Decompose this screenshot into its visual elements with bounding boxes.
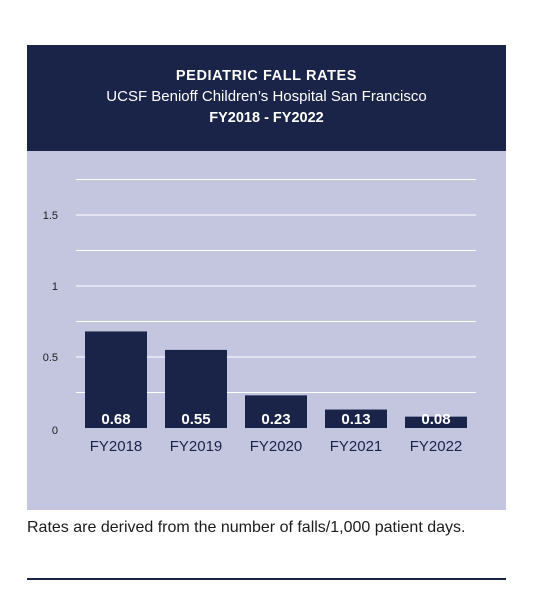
bar <box>245 395 307 428</box>
bar-value-label: 0.23 <box>261 411 290 428</box>
chart-title: PEDIATRIC FALL RATES <box>175 68 358 84</box>
x-tick-label: FY2020 <box>250 438 303 455</box>
bar-value-label: 0.68 <box>101 411 130 428</box>
chart-subtitle: UCSF Benioff Children’s Hospital San Fra… <box>106 88 427 105</box>
y-tick-label: 1.5 <box>43 210 58 222</box>
y-tick-label: 1 <box>52 281 58 293</box>
chart-header: PEDIATRIC FALL RATES UCSF Benioff Childr… <box>27 45 506 151</box>
bar <box>85 331 147 428</box>
y-tick-label: 0 <box>52 425 58 437</box>
bar <box>405 416 467 428</box>
bar-value-label: 0.08 <box>421 411 450 428</box>
footer-divider <box>27 578 506 580</box>
chart-card: PEDIATRIC FALL RATES UCSF Benioff Childr… <box>27 45 506 510</box>
bar-chart: 0 0.5 1 1.5 0.68 FY2018 0.55 FY2019 0.23 FY2020 0.… <box>43 179 476 455</box>
bar <box>325 409 387 428</box>
x-tick-label: FY2018 <box>90 438 143 455</box>
footnote: Rates are derived from the number of fal… <box>27 519 466 536</box>
x-tick-label: FY2021 <box>330 438 383 455</box>
x-tick-label: FY2022 <box>410 438 463 455</box>
bar-value-label: 0.55 <box>181 411 210 428</box>
plot-area: 0 0.5 1 1.5 0.68 FY2018 0.55 FY2019 0.23 FY2020 0.… <box>27 151 506 510</box>
bar <box>165 349 227 428</box>
x-tick-label: FY2019 <box>170 438 223 455</box>
chart-period: FY2018 - FY2022 <box>209 110 324 126</box>
bar-value-label: 0.13 <box>341 411 370 428</box>
y-tick-label: 0.5 <box>43 352 58 364</box>
